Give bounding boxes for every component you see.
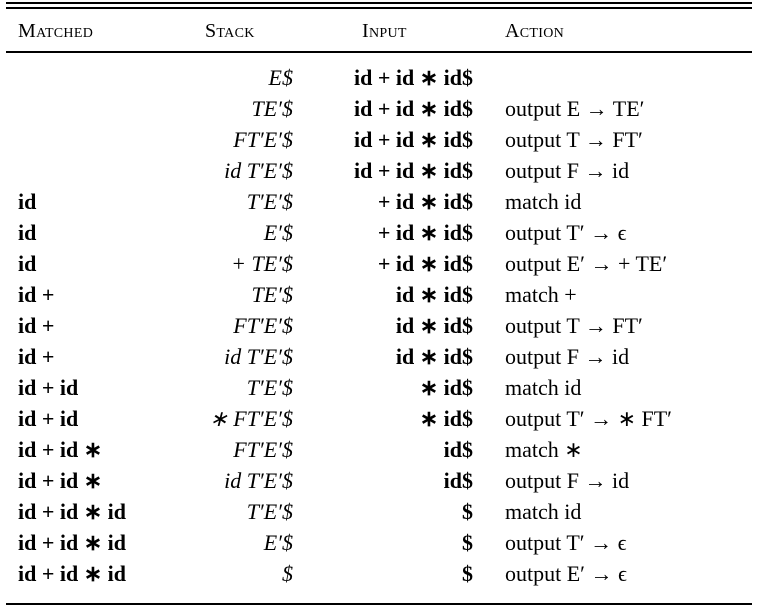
cell-stack: TE′$ — [251, 96, 294, 121]
cell-input: $ — [462, 499, 473, 524]
cell-stack: T′E′$ — [246, 189, 293, 214]
header-action: Action — [505, 20, 565, 42]
cell-action: output E′ → + TE′ — [505, 251, 668, 276]
cell-matched: id + id ∗ id — [18, 561, 127, 586]
bottom-rule — [6, 603, 752, 605]
table-row: FT′E′$ id + id ∗ id$ output T → FT′ — [0, 124, 758, 155]
cell-input: id$ — [443, 468, 473, 493]
cell-stack: id T′E′$ — [224, 344, 293, 369]
header-matched: Matched — [18, 20, 94, 42]
table-row: id + id T′E′$ id ∗ id$ output F → id — [0, 341, 758, 372]
cell-input: + id ∗ id$ — [377, 189, 473, 214]
cell-action: output F → id — [505, 344, 630, 369]
cell-action: output F → id — [505, 468, 630, 493]
cell-stack: TE′$ — [251, 282, 294, 307]
cell-input: id$ — [443, 437, 473, 462]
cell-matched: id + id ∗ — [18, 468, 103, 493]
cell-matched: id + id — [18, 375, 79, 400]
header-input: Input — [362, 20, 407, 42]
cell-action: output E′ → ϵ — [505, 561, 627, 586]
table-row: id E′$ + id ∗ id$ output T′ → ϵ — [0, 217, 758, 248]
table-row: id + TE′$ id ∗ id$ match + — [0, 279, 758, 310]
table-row: E$ id + id ∗ id$ — [0, 62, 758, 93]
cell-matched: id + id ∗ id — [18, 499, 127, 524]
cell-stack: $ — [282, 561, 293, 586]
cell-input: id + id ∗ id$ — [353, 127, 473, 152]
cell-matched: id — [18, 189, 37, 214]
table-row: id T′E′$ + id ∗ id$ match id — [0, 186, 758, 217]
table-row: id + id ∗ id T′E′$ $ match id — [0, 496, 758, 527]
cell-action: match + — [505, 282, 577, 307]
table-row: id T′E′$ id + id ∗ id$ output F → id — [0, 155, 758, 186]
cell-matched: id + — [18, 282, 55, 307]
cell-action: output T′ → ∗ FT′ — [505, 406, 672, 431]
cell-input: id ∗ id$ — [395, 313, 473, 338]
top-rule-double — [6, 7, 752, 9]
cell-matched: id + id ∗ id — [18, 530, 127, 555]
cell-matched: id + — [18, 344, 55, 369]
cell-input: + id ∗ id$ — [377, 251, 473, 276]
cell-matched: id — [18, 251, 37, 276]
cell-stack: id T′E′$ — [224, 158, 293, 183]
cell-action: output T′ → ϵ — [505, 220, 627, 245]
cell-matched: id + id — [18, 406, 79, 431]
table-row: id + id ∗ FT′E′$ ∗ id$ output T′ → ∗ FT′ — [0, 403, 758, 434]
cell-stack: E′$ — [263, 530, 293, 555]
cell-stack: id T′E′$ — [224, 468, 293, 493]
cell-stack: T′E′$ — [246, 375, 293, 400]
table-row: id + id ∗ id E′$ $ output T′ → ϵ — [0, 527, 758, 558]
cell-stack: E$ — [268, 65, 293, 90]
cell-action: output F → id — [505, 158, 630, 183]
table-row: id + id ∗ id $ $ output E′ → ϵ — [0, 558, 758, 589]
table-row: id + TE′$ + id ∗ id$ output E′ → + TE′ — [0, 248, 758, 279]
cell-stack: T′E′$ — [246, 499, 293, 524]
cell-action: match id — [505, 375, 582, 400]
cell-matched: id + id ∗ — [18, 437, 103, 462]
cell-input: id + id ∗ id$ — [353, 96, 473, 121]
cell-action: output T → FT′ — [505, 127, 643, 152]
cell-input: + id ∗ id$ — [377, 220, 473, 245]
cell-action: match id — [505, 189, 582, 214]
cell-action: output T′ → ϵ — [505, 530, 627, 555]
table-row: TE′$ id + id ∗ id$ output E → TE′ — [0, 93, 758, 124]
cell-stack: FT′E′$ — [233, 127, 293, 152]
header-rule — [6, 51, 752, 53]
cell-input: ∗ id$ — [419, 406, 473, 431]
table-row: id + id ∗ id T′E′$ id$ output F → id — [0, 465, 758, 496]
cell-input: id + id ∗ id$ — [353, 158, 473, 183]
cell-action: output E → TE′ — [505, 96, 645, 121]
cell-input: ∗ id$ — [419, 375, 473, 400]
top-rule — [6, 2, 752, 4]
cell-stack: + TE′$ — [231, 251, 293, 276]
header-stack: Stack — [205, 20, 255, 42]
table-row: id + id T′E′$ ∗ id$ match id — [0, 372, 758, 403]
table-row: id + id ∗ FT′E′$ id$ match ∗ — [0, 434, 758, 465]
cell-input: id ∗ id$ — [395, 282, 473, 307]
cell-input: id + id ∗ id$ — [353, 65, 473, 90]
cell-action: output T → FT′ — [505, 313, 643, 338]
cell-input: $ — [462, 530, 473, 555]
table-row: id + FT′E′$ id ∗ id$ output T → FT′ — [0, 310, 758, 341]
cell-matched: id + — [18, 313, 55, 338]
cell-input: id ∗ id$ — [395, 344, 473, 369]
cell-stack: E′$ — [263, 220, 293, 245]
cell-action: match ∗ — [505, 437, 583, 462]
cell-input: $ — [462, 561, 473, 586]
cell-stack: FT′E′$ — [233, 313, 293, 338]
cell-stack: ∗ FT′E′$ — [209, 406, 293, 431]
cell-matched: id — [18, 220, 37, 245]
cell-action: match id — [505, 499, 582, 524]
cell-stack: FT′E′$ — [233, 437, 293, 462]
